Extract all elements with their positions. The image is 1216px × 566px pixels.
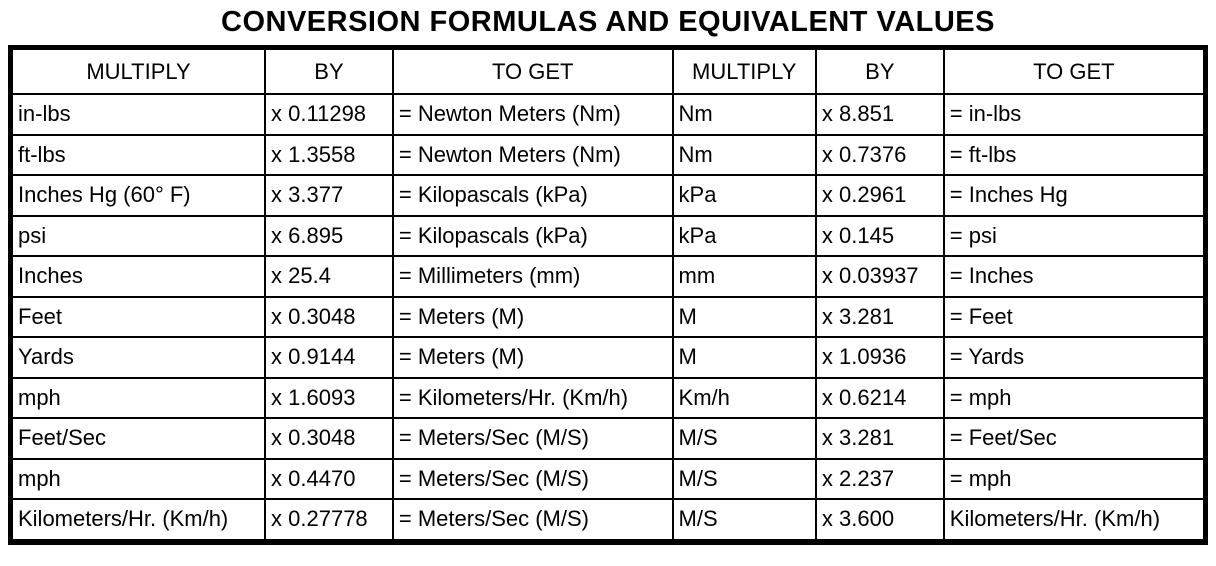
table-cell: M	[671, 295, 817, 338]
table-cell: x 0.3048	[264, 295, 394, 338]
table-cell: x 0.145	[814, 214, 945, 257]
table-cell: Yards	[9, 336, 267, 379]
table-cell: = in-lbs	[942, 93, 1207, 136]
table-cell: kPa	[671, 214, 817, 257]
table-cell: = Kilopascals (kPa)	[391, 174, 674, 217]
header-by-left: BY	[264, 46, 394, 95]
table-cell: x 0.03937	[814, 255, 945, 298]
table-row: Kilometers/Hr. (Km/h) x 0.27778 = Meters/S…	[9, 498, 1207, 543]
table-cell: x 25.4	[264, 255, 394, 298]
table-cell: x 1.3558	[264, 133, 394, 176]
table-header-row: MULTIPLY BY TO GET MULTIPLY BY TO GET	[9, 46, 1207, 95]
table-cell: = Yards	[942, 336, 1207, 379]
table-cell: = Inches	[942, 255, 1207, 298]
table-cell: = Millimeters (mm)	[391, 255, 674, 298]
table-cell: Kilometers/Hr. (Km/h)	[942, 498, 1207, 543]
table-cell: Inches	[9, 255, 267, 298]
table-cell: = ft-lbs	[942, 133, 1207, 176]
table-cell: x 3.600	[814, 498, 945, 543]
table-cell: = psi	[942, 214, 1207, 257]
table-row: mph x 1.6093 = Kilometers/Hr. (Km/h) Km/h x …	[9, 376, 1207, 419]
table-cell: x 0.4470	[264, 457, 394, 500]
table-cell: in-lbs	[9, 93, 267, 136]
table-cell: = Newton Meters (Nm)	[391, 133, 674, 176]
table-cell: mm	[671, 255, 817, 298]
table-body: in-lbs x 0.11298 = Newton Meters (Nm) Nm x 8…	[9, 93, 1207, 543]
table-cell: = Newton Meters (Nm)	[391, 93, 674, 136]
table-cell: = Feet	[942, 295, 1207, 338]
table-cell: Kilometers/Hr. (Km/h)	[9, 498, 267, 543]
table-cell: x 2.237	[814, 457, 945, 500]
table-cell: kPa	[671, 174, 817, 217]
table-row: Inches x 25.4 = Millimeters (mm) mm x 0.0393…	[9, 255, 1207, 298]
table-cell: x 0.6214	[814, 376, 945, 419]
header-by-right: BY	[814, 46, 945, 95]
table-cell: ft-lbs	[9, 133, 267, 176]
table-cell: x 6.895	[264, 214, 394, 257]
table-cell: = Meters/Sec (M/S)	[391, 417, 674, 460]
table-cell: Nm	[671, 93, 817, 136]
table-row: Feet/Sec x 0.3048 = Meters/Sec (M/S) M/S x 3…	[9, 417, 1207, 460]
table-cell: = mph	[942, 376, 1207, 419]
table-cell: = Kilometers/Hr. (Km/h)	[391, 376, 674, 419]
table-cell: x 1.6093	[264, 376, 394, 419]
table-cell: mph	[9, 457, 267, 500]
table-cell: = Meters (M)	[391, 295, 674, 338]
table-cell: x 0.9144	[264, 336, 394, 379]
table-cell: M/S	[671, 417, 817, 460]
table-row: Inches Hg (60° F) x 3.377 = Kilopascals (k…	[9, 174, 1207, 217]
table-cell: = mph	[942, 457, 1207, 500]
table-cell: x 0.2961	[814, 174, 945, 217]
table-cell: x 0.27778	[264, 498, 394, 543]
header-multiply-right: MULTIPLY	[671, 46, 817, 95]
table-cell: x 3.281	[814, 417, 945, 460]
table-cell: x 1.0936	[814, 336, 945, 379]
table-cell: Nm	[671, 133, 817, 176]
table-cell: Feet	[9, 295, 267, 338]
header-to-get-left: TO GET	[391, 46, 674, 95]
table-row: in-lbs x 0.11298 = Newton Meters (Nm) Nm x 8…	[9, 93, 1207, 136]
table-cell: = Inches Hg	[942, 174, 1207, 217]
table-cell: = Feet/Sec	[942, 417, 1207, 460]
table-cell: psi	[9, 214, 267, 257]
table-cell: mph	[9, 376, 267, 419]
table-cell: Feet/Sec	[9, 417, 267, 460]
table-cell: M/S	[671, 457, 817, 500]
table-cell: x 3.281	[814, 295, 945, 338]
header-to-get-right: TO GET	[942, 46, 1207, 95]
table-cell: Inches Hg (60° F)	[9, 174, 267, 217]
table-row: psi x 6.895 = Kilopascals (kPa) kPa x 0.145 =…	[9, 214, 1207, 257]
conversion-table: MULTIPLY BY TO GET MULTIPLY BY TO GET in…	[8, 45, 1208, 545]
table-cell: = Kilopascals (kPa)	[391, 214, 674, 257]
table-cell: x 8.851	[814, 93, 945, 136]
table-cell: Km/h	[671, 376, 817, 419]
page-title: CONVERSION FORMULAS AND EQUIVALENT VALUE…	[221, 6, 995, 38]
table-cell: M/S	[671, 498, 817, 543]
table-cell: x 3.377	[264, 174, 394, 217]
table-row: mph x 0.4470 = Meters/Sec (M/S) M/S x 2.237 =…	[9, 457, 1207, 500]
table-cell: = Meters (M)	[391, 336, 674, 379]
header-multiply-left: MULTIPLY	[9, 46, 267, 95]
table-cell: x 0.11298	[264, 93, 394, 136]
table-cell: = Meters/Sec (M/S)	[391, 498, 674, 543]
table-cell: M	[671, 336, 817, 379]
table-cell: = Meters/Sec (M/S)	[391, 457, 674, 500]
table-row: ft-lbs x 1.3558 = Newton Meters (Nm) Nm x 0.…	[9, 133, 1207, 176]
table-cell: x 0.3048	[264, 417, 394, 460]
table-cell: x 0.7376	[814, 133, 945, 176]
